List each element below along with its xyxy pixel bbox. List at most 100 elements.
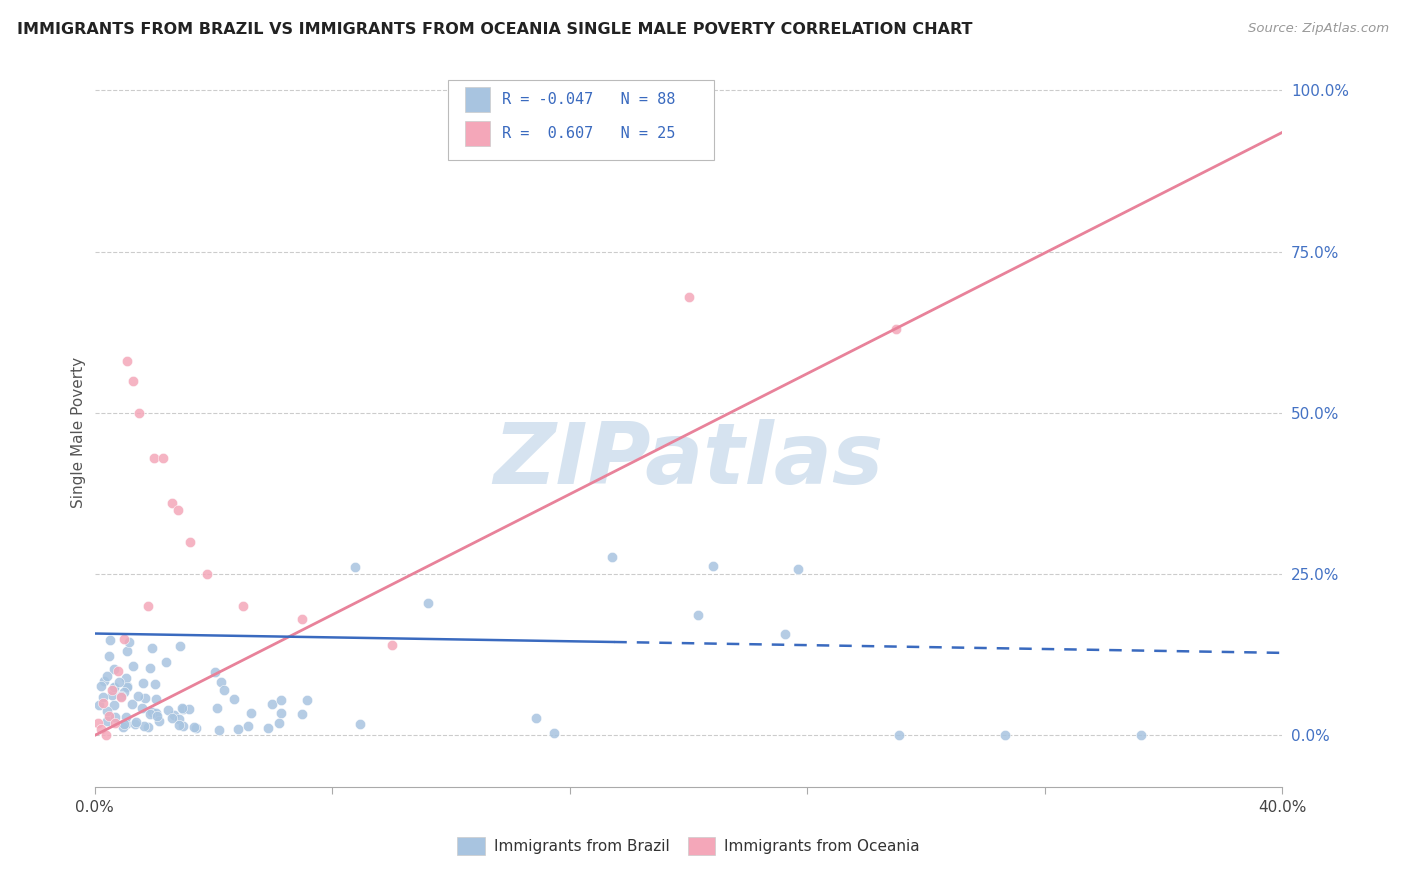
Point <box>101 683 124 698</box>
Point <box>115 354 138 368</box>
Point <box>87 698 110 712</box>
Point <box>110 689 132 703</box>
Point <box>122 659 145 673</box>
Point <box>160 496 183 510</box>
Point <box>179 535 201 549</box>
Text: R =  0.607   N = 25: R = 0.607 N = 25 <box>502 126 675 141</box>
Point <box>148 714 170 728</box>
Text: IMMIGRANTS FROM BRAZIL VS IMMIGRANTS FROM OCEANIA SINGLE MALE POVERTY CORRELATIO: IMMIGRANTS FROM BRAZIL VS IMMIGRANTS FRO… <box>17 22 973 37</box>
Point <box>886 322 908 336</box>
Text: Source: ZipAtlas.com: Source: ZipAtlas.com <box>1249 22 1389 36</box>
Point <box>98 649 121 664</box>
Point <box>208 723 231 738</box>
Point <box>125 714 148 729</box>
Point <box>107 664 129 678</box>
Y-axis label: Single Male Poverty: Single Male Poverty <box>72 357 86 508</box>
Point <box>163 708 186 723</box>
Point <box>100 688 122 702</box>
Point <box>91 690 114 704</box>
Point <box>686 608 709 623</box>
Point <box>889 728 911 742</box>
Text: R = -0.047   N = 88: R = -0.047 N = 88 <box>502 92 675 107</box>
Point <box>122 374 145 388</box>
Point <box>98 709 121 723</box>
Point <box>131 701 153 715</box>
Point <box>111 720 134 734</box>
Point <box>994 728 1017 742</box>
Point <box>260 698 283 712</box>
Legend: Immigrants from Brazil, Immigrants from Oceania: Immigrants from Brazil, Immigrants from … <box>451 831 927 861</box>
Point <box>141 705 163 719</box>
Point <box>184 722 207 736</box>
Point <box>93 673 115 688</box>
Point <box>128 406 150 420</box>
Point <box>112 632 135 646</box>
Point <box>155 655 177 669</box>
Point <box>775 627 797 641</box>
Point <box>167 712 190 726</box>
Point <box>600 549 623 564</box>
Point <box>121 698 143 712</box>
Point <box>114 671 136 685</box>
Point <box>110 690 132 704</box>
Point <box>212 682 235 697</box>
Point <box>349 717 371 731</box>
Point <box>145 692 167 706</box>
Point <box>291 707 314 722</box>
Point <box>115 710 138 724</box>
Point <box>103 681 125 695</box>
Point <box>183 720 205 734</box>
Point <box>209 675 232 690</box>
Point <box>104 710 127 724</box>
Point <box>118 635 141 649</box>
Point <box>204 665 226 679</box>
Point <box>224 692 246 706</box>
Point <box>702 558 724 573</box>
Point <box>380 638 402 652</box>
Point <box>115 681 138 695</box>
Point <box>86 715 108 730</box>
Point <box>786 562 808 576</box>
Point <box>145 706 167 720</box>
Point <box>93 696 115 710</box>
Point <box>524 711 547 725</box>
Point <box>134 719 156 733</box>
Point <box>543 726 565 740</box>
Point <box>143 451 166 466</box>
Point <box>132 676 155 690</box>
Point <box>96 728 118 742</box>
Point <box>232 599 254 614</box>
Point <box>167 718 190 732</box>
Point <box>143 677 166 691</box>
Point <box>343 559 366 574</box>
Point <box>98 633 121 648</box>
Point <box>418 596 440 610</box>
Text: ZIPatlas: ZIPatlas <box>494 419 883 502</box>
Point <box>112 684 135 698</box>
Point <box>134 690 156 705</box>
Point <box>107 674 129 689</box>
Point <box>160 711 183 725</box>
Point <box>138 660 160 674</box>
Point <box>136 599 159 614</box>
Point <box>295 693 318 707</box>
Point <box>270 706 292 720</box>
Point <box>270 693 292 707</box>
Point <box>115 644 138 658</box>
Point <box>157 703 180 717</box>
Point <box>115 679 138 693</box>
Point <box>141 641 163 656</box>
Point <box>172 702 194 716</box>
Point <box>678 290 700 304</box>
Point <box>104 715 127 730</box>
Point <box>240 706 263 720</box>
Point <box>166 502 188 516</box>
Point <box>169 639 191 653</box>
Point <box>96 714 118 728</box>
Point <box>267 715 290 730</box>
Point <box>103 698 125 712</box>
Point <box>226 722 249 736</box>
Point <box>197 567 219 582</box>
Point <box>238 719 260 733</box>
Point <box>103 662 125 676</box>
